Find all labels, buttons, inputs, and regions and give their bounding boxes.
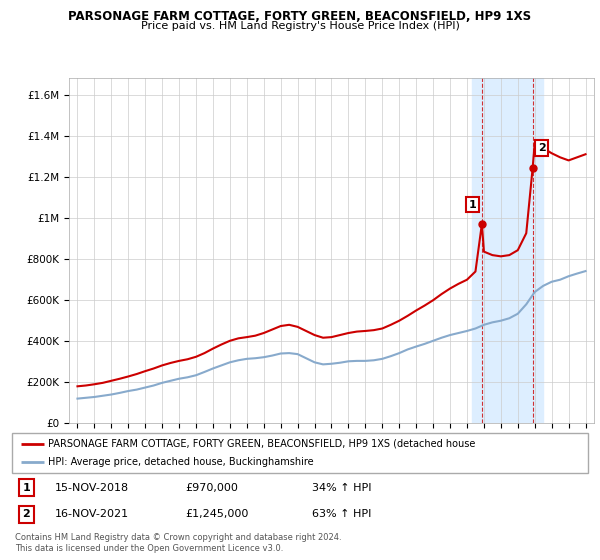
Text: £970,000: £970,000 bbox=[185, 483, 238, 493]
Text: 34% ↑ HPI: 34% ↑ HPI bbox=[311, 483, 371, 493]
Text: 63% ↑ HPI: 63% ↑ HPI bbox=[311, 509, 371, 519]
Bar bbox=[472, 78, 543, 423]
Text: PARSONAGE FARM COTTAGE, FORTY GREEN, BEACONSFIELD, HP9 1XS: PARSONAGE FARM COTTAGE, FORTY GREEN, BEA… bbox=[68, 10, 532, 23]
Text: Contains HM Land Registry data © Crown copyright and database right 2024.
This d: Contains HM Land Registry data © Crown c… bbox=[15, 533, 341, 553]
Text: Price paid vs. HM Land Registry's House Price Index (HPI): Price paid vs. HM Land Registry's House … bbox=[140, 21, 460, 31]
Text: £1,245,000: £1,245,000 bbox=[185, 509, 248, 519]
Text: 16-NOV-2021: 16-NOV-2021 bbox=[55, 509, 130, 519]
Text: PARSONAGE FARM COTTAGE, FORTY GREEN, BEACONSFIELD, HP9 1XS (detached house: PARSONAGE FARM COTTAGE, FORTY GREEN, BEA… bbox=[48, 439, 475, 449]
Text: 2: 2 bbox=[23, 509, 30, 519]
Text: HPI: Average price, detached house, Buckinghamshire: HPI: Average price, detached house, Buck… bbox=[48, 458, 313, 467]
Text: 15-NOV-2018: 15-NOV-2018 bbox=[55, 483, 130, 493]
Text: 1: 1 bbox=[469, 199, 476, 209]
Text: 1: 1 bbox=[23, 483, 30, 493]
Text: 2: 2 bbox=[538, 143, 545, 153]
FancyBboxPatch shape bbox=[12, 433, 588, 473]
